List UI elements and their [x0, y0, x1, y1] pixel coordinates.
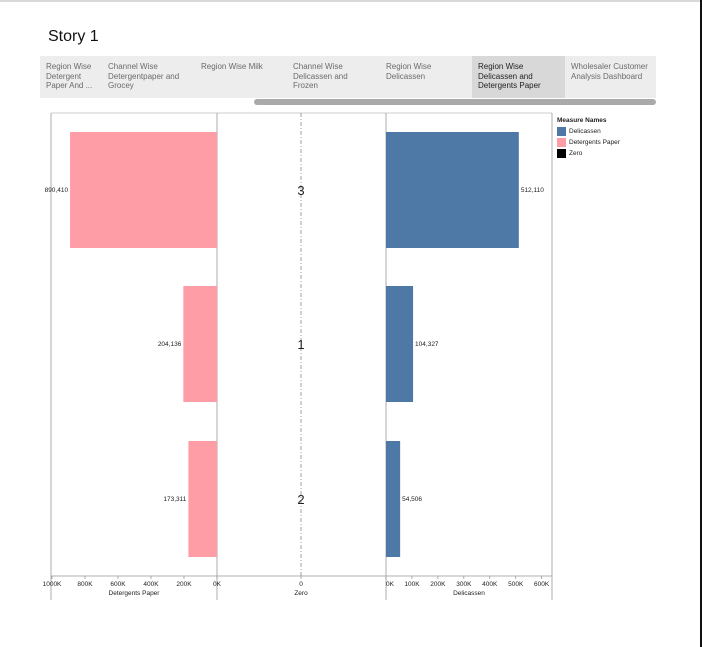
x-axis-title-detergents-paper: Detergents Paper — [109, 590, 161, 597]
bar-detergents-paper — [70, 132, 217, 248]
legend-item-zero[interactable]: Zero — [557, 148, 620, 159]
tab-label: Channel Wise Detergentpaper and Grocey — [108, 62, 180, 90]
tab-region-wise-detergent-paper[interactable]: Region Wise Detergent Paper And ... — [40, 56, 102, 98]
x-tick-label: 0K — [213, 581, 222, 588]
category-label: 1 — [297, 337, 304, 352]
story-title: Story 1 — [48, 28, 99, 45]
x-axis-title-zero: Zero — [294, 590, 308, 597]
legend-label: Detergents Paper — [569, 139, 620, 146]
tab-label: Region Wise Delicassen — [386, 62, 432, 81]
legend-swatch — [557, 149, 566, 158]
tab-region-wise-delicassen-detergents[interactable]: Region Wise Delicassen and Detergents Pa… — [472, 56, 565, 98]
category-label: 2 — [297, 492, 304, 507]
legend-swatch — [557, 127, 566, 136]
category-label: 3 — [297, 183, 304, 198]
data-label-delicassen: 512,110 — [521, 187, 544, 194]
x-tick-label: 400K — [482, 581, 498, 588]
legend-item-detergents-paper[interactable]: Detergents Paper — [557, 137, 620, 148]
bar-delicassen — [386, 441, 401, 557]
bar-delicassen — [386, 132, 519, 248]
tab-label: Region Wise Delicassen and Detergents Pa… — [478, 62, 541, 90]
data-label-delicassen: 104,327 — [415, 341, 439, 348]
bar-detergents-paper — [188, 441, 217, 557]
right-border — [700, 0, 702, 647]
legend-label: Delicassen — [569, 128, 601, 135]
x-tick-label: 0 — [299, 581, 303, 588]
x-tick-label: 200K — [176, 581, 192, 588]
tab-region-wise-milk[interactable]: Region Wise Milk — [195, 56, 287, 98]
tab-label: Region Wise Detergent Paper And ... — [46, 62, 93, 90]
data-label-delicassen: 54,506 — [402, 496, 422, 503]
data-label-detergents-paper: 890,410 — [45, 187, 69, 194]
x-tick-label: 0K — [386, 581, 395, 588]
x-tick-label: 1000K — [43, 581, 62, 588]
x-tick-label: 500K — [508, 581, 524, 588]
story-tabs: Region Wise Detergent Paper And ... Chan… — [40, 56, 656, 98]
x-tick-label: 400K — [143, 581, 159, 588]
legend-swatch — [557, 138, 566, 147]
tab-label: Region Wise Milk — [201, 62, 263, 71]
data-label-detergents-paper: 173,311 — [163, 496, 186, 503]
legend-item-delicassen[interactable]: Delicassen — [557, 126, 620, 137]
tab-label: Channel Wise Delicassen and Frozen — [293, 62, 348, 90]
tabs-scrollbar[interactable] — [254, 99, 656, 105]
bar-delicassen — [386, 286, 414, 402]
tab-channel-wise-detergentpaper-grocey[interactable]: Channel Wise Detergentpaper and Grocey — [102, 56, 195, 98]
x-tick-label: 300K — [456, 581, 472, 588]
tab-channel-wise-delicassen-frozen[interactable]: Channel Wise Delicassen and Frozen — [287, 56, 380, 98]
x-tick-label: 600K — [534, 581, 550, 588]
bar-detergents-paper — [183, 286, 217, 402]
legend-label: Zero — [569, 150, 583, 157]
tab-wholesaler-dashboard[interactable]: Wholesaler Customer Analysis Dashboard — [565, 56, 656, 98]
legend: Measure Names Delicassen Detergents Pape… — [557, 117, 620, 159]
tab-label: Wholesaler Customer Analysis Dashboard — [571, 62, 648, 81]
x-tick-label: 200K — [430, 581, 446, 588]
x-tick-label: 100K — [404, 581, 420, 588]
x-tick-label: 600K — [110, 581, 126, 588]
legend-title: Measure Names — [557, 117, 607, 124]
x-axis-title-delicassen: Delicassen — [453, 590, 485, 597]
x-tick-label: 800K — [77, 581, 93, 588]
top-border — [0, 0, 702, 2]
tab-region-wise-delicassen[interactable]: Region Wise Delicassen — [380, 56, 472, 98]
data-label-detergents-paper: 204,136 — [158, 341, 182, 348]
